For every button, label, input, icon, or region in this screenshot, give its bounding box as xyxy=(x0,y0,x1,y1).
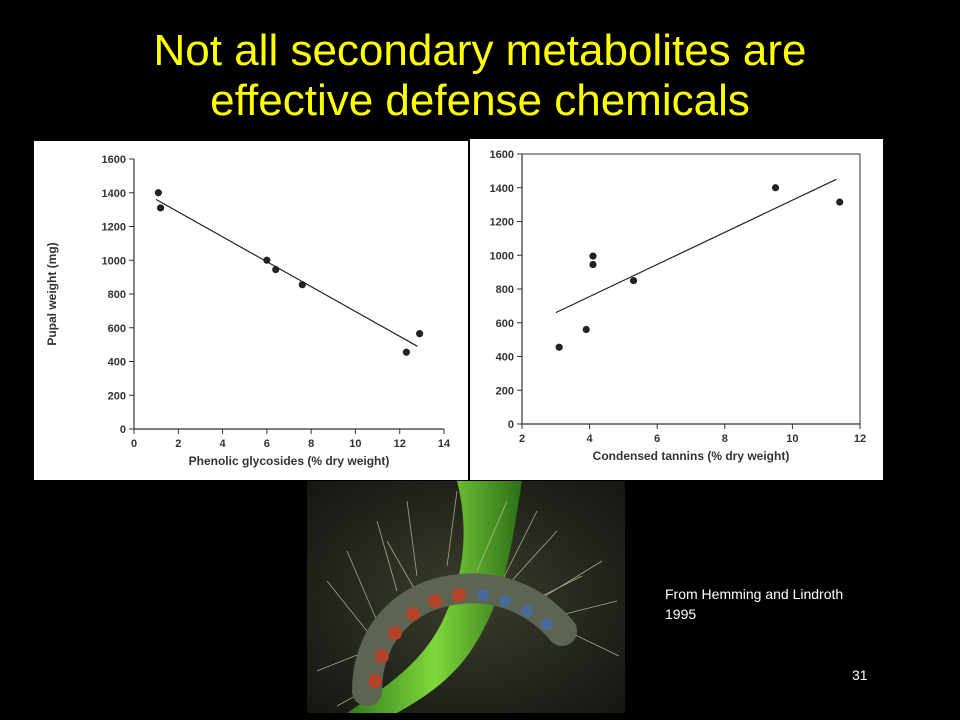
slide-number: 31 xyxy=(852,667,868,683)
phenolic-glycosides-chart: 0 200 400 600 800 1000 1200 1400 1600 0 2 4 6 8 10 12 14… xyxy=(34,141,468,480)
condensed-tannins-chart: 0 200 400 600 800 1000 1200 1400 1600 2 4 6 8 10 12 Con… xyxy=(470,139,883,480)
chart-0-x-tick-label: 4 xyxy=(220,438,227,450)
chart-1-data-point xyxy=(629,276,638,285)
chart-1-y-tick-label: 800 xyxy=(496,284,514,296)
chart-1-data-point xyxy=(771,184,780,192)
chart-0-data-point xyxy=(272,265,280,274)
chart-1-data-point xyxy=(836,198,844,206)
chart-0-data-point xyxy=(416,330,424,338)
slide-title-line-1: Not all secondary metabolites are xyxy=(153,26,807,75)
chart-1-data-point xyxy=(582,325,590,334)
condensed-tannins-chart-svg: 0 200 400 600 800 1000 1200 1400 1600 2 4 6 8 10 12 Con… xyxy=(490,149,867,463)
chart-1-y-tick-label: 400 xyxy=(496,352,514,364)
source-citation: From Hemming and Lindroth 1995 xyxy=(665,584,925,624)
chart-1-x-tick-label: 6 xyxy=(654,433,660,445)
chart-0-data-point xyxy=(402,348,410,356)
chart-0-y-tick-label: 1000 xyxy=(102,255,126,267)
chart-0-y-tick-label: 1200 xyxy=(102,222,126,234)
chart-0-y-tick-label: 200 xyxy=(108,390,126,402)
chart-0-data-point xyxy=(156,204,165,212)
chart-1-data-point xyxy=(589,252,597,260)
chart-1-x-tick-label: 8 xyxy=(722,433,728,445)
chart-0-x-tick-label: 10 xyxy=(349,438,361,450)
chart-0-y-tick-label: 600 xyxy=(108,323,126,335)
chart-1-y-tick-label: 1000 xyxy=(490,250,514,262)
chart-1-data-point xyxy=(589,260,597,269)
chart-0-y-tick-label: 1400 xyxy=(102,188,126,200)
chart-1-x-axis-label: Condensed tannins (% dry weight) xyxy=(593,449,790,463)
chart-1-x-tick-label: 12 xyxy=(854,433,866,445)
chart-1-y-tick-label: 200 xyxy=(496,385,514,397)
chart-0-x-axis-label: Phenolic glycosides (% dry weight) xyxy=(189,454,390,468)
chart-0-y-tick-label: 800 xyxy=(108,289,126,301)
chart-1-x-tick-label: 4 xyxy=(587,433,594,445)
source-citation-line-2: 1995 xyxy=(665,606,697,622)
chart-1-y-tick-label: 1200 xyxy=(490,217,514,229)
chart-0-y-axis-label: Pupal weight (mg) xyxy=(45,242,59,345)
chart-0-x-tick-label: 8 xyxy=(308,438,314,450)
chart-0-x-tick-label: 12 xyxy=(394,438,406,450)
chart-1-x-tick-label: 10 xyxy=(786,433,798,445)
slide-title-line-2: effective defense chemicals xyxy=(210,76,750,125)
chart-0-data-point xyxy=(263,256,271,264)
caterpillar-illustration xyxy=(307,481,625,713)
chart-0-data-point xyxy=(154,189,162,197)
chart-1-x-tick-label: 2 xyxy=(519,433,525,445)
chart-0-x-tick-label: 6 xyxy=(264,438,270,450)
chart-0-trend-line xyxy=(155,198,418,347)
chart-0-y-tick-label: 1600 xyxy=(102,154,126,166)
chart-1-y-tick-label: 1400 xyxy=(490,183,514,195)
slide-title: Not all secondary metabolites are effect… xyxy=(0,26,960,126)
chart-0-x-tick-label: 14 xyxy=(438,438,451,450)
chart-1-y-tick-label: 1600 xyxy=(490,149,514,161)
chart-0-x-tick-label: 2 xyxy=(175,438,181,450)
source-citation-line-1: From Hemming and Lindroth xyxy=(665,586,844,602)
chart-0-x-tick-label: 0 xyxy=(131,438,137,450)
phenolic-glycosides-chart-svg: 0 200 400 600 800 1000 1200 1400 1600 0 2 4 6 8 10 12 14… xyxy=(45,154,451,468)
chart-0-data-point xyxy=(298,281,306,289)
chart-1-trend-line xyxy=(555,178,837,314)
chart-1-data-point xyxy=(555,343,563,351)
chart-1-y-tick-label: 600 xyxy=(496,318,514,330)
chart-0-y-tick-label: 0 xyxy=(120,424,126,436)
chart-1-y-tick-label: 0 xyxy=(508,419,514,431)
caterpillar-photo xyxy=(307,481,625,713)
chart-0-y-tick-label: 400 xyxy=(108,357,126,369)
